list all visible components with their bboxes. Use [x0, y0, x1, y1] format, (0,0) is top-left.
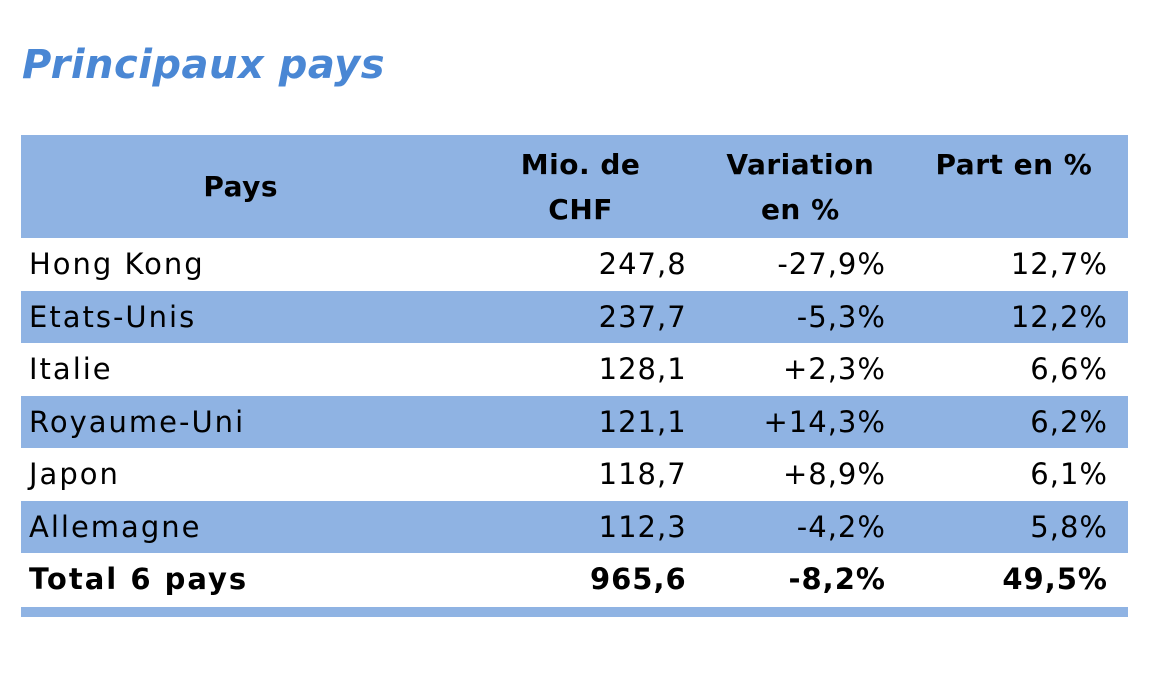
table-row: Allemagne 112,3 -4,2% 5,8% — [21, 500, 1128, 553]
page-title: Principaux pays — [22, 42, 386, 88]
column-header-pays: Pays — [203, 170, 279, 203]
cell-part: 49,5% — [1002, 562, 1108, 597]
cell-mio-chf: 965,6 — [589, 562, 687, 597]
table-row: Royaume-Uni 121,1 +14,3% 6,2% — [21, 395, 1128, 448]
cell-mio-chf: 112,3 — [598, 509, 687, 544]
header-line: Variation — [726, 147, 875, 181]
cell-variation: +2,3% — [782, 352, 886, 387]
column-header-mio-chf: Mio. de CHF — [460, 135, 700, 238]
cell-part: 5,8% — [1030, 509, 1108, 544]
cell-mio-chf: 237,7 — [598, 299, 687, 334]
cell-pays: Hong Kong — [29, 247, 205, 282]
cell-mio-chf: 118,7 — [598, 457, 687, 492]
cell-part: 12,7% — [1010, 247, 1108, 282]
table-row: Italie 128,1 +2,3% 6,6% — [21, 343, 1128, 396]
table-row: Hong Kong 247,8 -27,9% 12,7% — [21, 238, 1128, 291]
cell-pays: Italie — [29, 352, 113, 387]
column-header-part: Part en % — [900, 135, 1128, 238]
table-bottom-border — [21, 606, 1128, 617]
cell-pays: Japon — [29, 457, 120, 492]
countries-table: Pays Mio. de CHF Variation en % Part en … — [21, 135, 1128, 617]
cell-variation: -4,2% — [796, 509, 886, 544]
cell-pays: Total 6 pays — [29, 562, 249, 597]
header-line: Part en % — [935, 148, 1093, 181]
cell-part: 6,2% — [1030, 404, 1108, 439]
cell-part: 6,6% — [1030, 352, 1108, 387]
cell-variation: +8,9% — [782, 457, 886, 492]
cell-part: 12,2% — [1010, 299, 1108, 334]
cell-pays: Allemagne — [29, 509, 202, 544]
header-line: en % — [760, 192, 840, 226]
cell-variation: -27,9% — [777, 247, 886, 282]
header-line: Mio. de — [520, 147, 641, 181]
cell-pays: Royaume-Uni — [29, 404, 246, 439]
column-header-variation: Variation en % — [701, 135, 900, 238]
cell-variation: +14,3% — [763, 404, 886, 439]
cell-mio-chf: 247,8 — [598, 247, 687, 282]
cell-mio-chf: 128,1 — [598, 352, 687, 387]
table-total-row: Total 6 pays 965,6 -8,2% 49,5% — [21, 553, 1128, 606]
cell-part: 6,1% — [1030, 457, 1108, 492]
table-row: Japon 118,7 +8,9% 6,1% — [21, 448, 1128, 501]
table-header-row: Pays Mio. de CHF Variation en % Part en … — [21, 135, 1128, 238]
cell-pays: Etats-Unis — [29, 299, 197, 334]
header-line: CHF — [548, 192, 613, 226]
cell-mio-chf: 121,1 — [598, 404, 687, 439]
table-row: Etats-Unis 237,7 -5,3% 12,2% — [21, 290, 1128, 343]
cell-variation: -8,2% — [788, 562, 886, 597]
cell-variation: -5,3% — [796, 299, 886, 334]
